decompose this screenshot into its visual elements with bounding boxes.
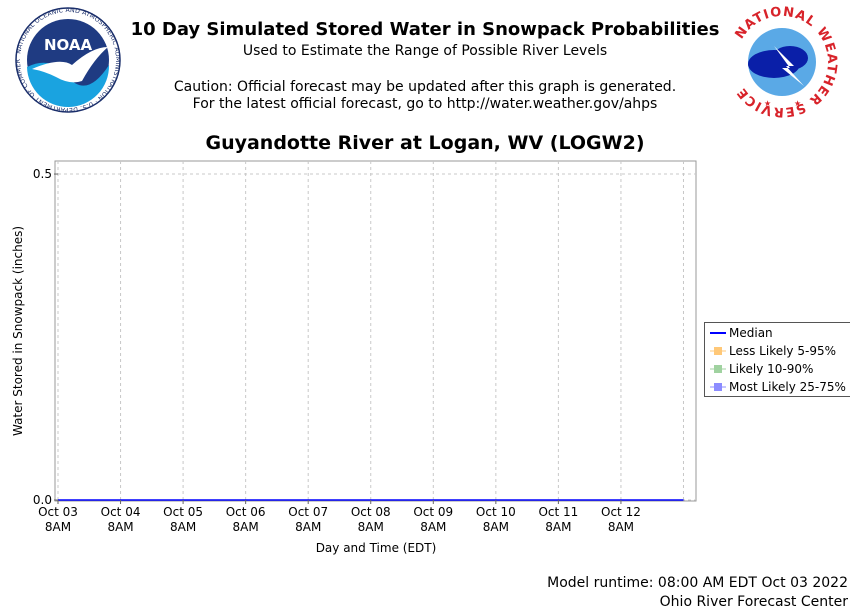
noaa-logo: NATIONAL OCEANIC AND ATMOSPHERIC ADMINIS… xyxy=(12,7,121,113)
legend-swatch-most-likely xyxy=(710,383,726,391)
chart-legend: Median Less Likely 5-95% Likely 10-90% M… xyxy=(704,322,850,397)
x-tick-label: Oct 03 xyxy=(38,505,78,519)
legend-swatch-median xyxy=(710,332,726,334)
x-tick-label: Oct 04 xyxy=(101,505,141,519)
legend-label-median: Median xyxy=(729,326,773,340)
model-runtime: Model runtime: 08:00 AM EDT Oct 03 2022 xyxy=(547,575,848,591)
noaa-logo-text: NOAA xyxy=(44,36,93,54)
chart-title: Guyandotte River at Logan, WV (LOGW2) xyxy=(205,132,645,154)
svg-text:★: ★ xyxy=(764,99,771,108)
y-axis-label: Water Stored in Snowpack (inches) xyxy=(11,226,25,436)
legend-swatch-less-likely xyxy=(710,347,726,355)
y-tick-label: 0.0 xyxy=(33,493,52,507)
x-tick-label: Oct 12 xyxy=(601,505,641,519)
x-tick-label-time: 8AM xyxy=(45,520,71,534)
x-tick-label-time: 8AM xyxy=(295,520,321,534)
forecast-center: Ohio River Forecast Center xyxy=(659,594,848,610)
x-tick-label: Oct 08 xyxy=(351,505,391,519)
x-tick-label-time: 8AM xyxy=(608,520,634,534)
caution-line-1: Caution: Official forecast may be update… xyxy=(173,79,677,95)
x-axis-label: Day and Time (EDT) xyxy=(316,541,437,555)
x-tick-label: Oct 06 xyxy=(226,505,266,519)
caution-line-2: For the latest official forecast, go to … xyxy=(192,96,658,112)
x-tick-label: Oct 11 xyxy=(538,505,578,519)
x-tick-label: Oct 07 xyxy=(288,505,328,519)
nws-logo: NATIONAL WEATHER SERVICE ★ ★ xyxy=(728,6,838,118)
x-tick-label-time: 8AM xyxy=(107,520,133,534)
header-subtitle: Used to Estimate the Range of Possible R… xyxy=(242,43,608,59)
plot-area xyxy=(54,160,697,502)
header-title: 10 Day Simulated Stored Water in Snowpac… xyxy=(130,19,720,40)
x-tick-label-time: 8AM xyxy=(420,520,446,534)
x-tick-label: Oct 05 xyxy=(163,505,203,519)
svg-text:★: ★ xyxy=(794,99,801,108)
x-tick-label: Oct 09 xyxy=(413,505,453,519)
x-tick-label-time: 8AM xyxy=(483,520,509,534)
legend-label-likely: Likely 10-90% xyxy=(729,362,814,376)
y-tick-label: 0.5 xyxy=(33,167,52,181)
x-tick-label-time: 8AM xyxy=(358,520,384,534)
legend-swatch-likely xyxy=(710,365,726,373)
y-axis: 0.0 0.5 xyxy=(33,167,58,507)
legend-label-less-likely: Less Likely 5-95% xyxy=(729,344,836,358)
x-tick-label-time: 8AM xyxy=(233,520,259,534)
x-tick-label-time: 8AM xyxy=(170,520,196,534)
x-tick-label: Oct 10 xyxy=(476,505,516,519)
x-tick-label-time: 8AM xyxy=(545,520,571,534)
legend-label-most-likely: Most Likely 25-75% xyxy=(729,380,846,394)
